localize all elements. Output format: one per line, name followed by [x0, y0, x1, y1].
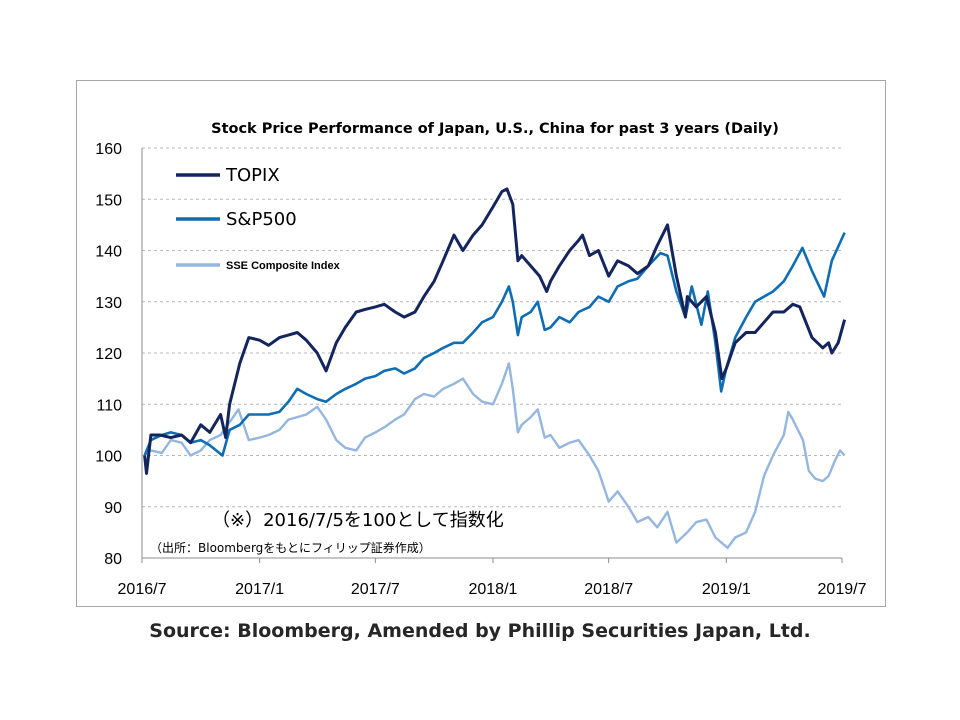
chart-title: Stock Price Performance of Japan, U.S., … — [211, 121, 779, 137]
y-tick-label: 100 — [95, 449, 122, 466]
y-tick-label: 140 — [95, 244, 122, 261]
y-tick-label: 110 — [96, 397, 122, 414]
legend-label: SSE Composite Index — [226, 260, 341, 272]
y-tick-label: 130 — [95, 295, 122, 312]
x-tick-label: 2018/7 — [584, 581, 633, 598]
index-note: （※）2016/7/5を100として指数化 — [212, 510, 504, 531]
legend-label: TOPIX — [225, 165, 280, 186]
x-tick-label: 2016/7 — [118, 581, 167, 598]
x-tick-label: 2017/1 — [235, 581, 284, 598]
series-line-sse-composite-index — [143, 362, 846, 549]
y-tick-label: 90 — [104, 500, 122, 517]
x-tick-label: 2017/7 — [351, 581, 400, 598]
x-tick-label: 2018/1 — [468, 581, 517, 598]
source-caption: Source: Bloomberg, Amended by Phillip Se… — [149, 620, 811, 642]
y-tick-label: 160 — [95, 141, 122, 158]
x-tick-label: 2019/7 — [818, 581, 867, 598]
y-tick-label: 80 — [104, 551, 122, 568]
legend-label: S&P500 — [226, 209, 297, 230]
series-line-topix — [143, 187, 847, 475]
y-tick-label: 150 — [95, 192, 122, 209]
source-note: （出所：Bloombergをもとにフィリップ証券作成） — [150, 540, 431, 555]
y-tick-label: 120 — [95, 346, 122, 363]
series-line-s-p500 — [143, 232, 846, 457]
x-tick-label: 2019/1 — [702, 581, 751, 598]
